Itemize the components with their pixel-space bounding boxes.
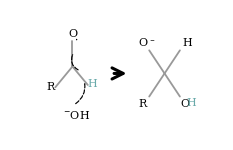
Text: O: O (181, 99, 190, 109)
Text: H: H (187, 98, 196, 108)
FancyArrowPatch shape (76, 84, 85, 104)
Text: O: O (68, 29, 77, 39)
Text: H: H (87, 79, 97, 89)
Text: H: H (183, 38, 192, 48)
Text: R: R (47, 82, 55, 92)
FancyArrowPatch shape (71, 55, 78, 70)
Text: $^{-}$: $^{-}$ (149, 38, 156, 46)
Text: R: R (139, 99, 147, 109)
Text: $^{-}$OH: $^{-}$OH (63, 109, 91, 121)
Text: O: O (138, 38, 147, 48)
